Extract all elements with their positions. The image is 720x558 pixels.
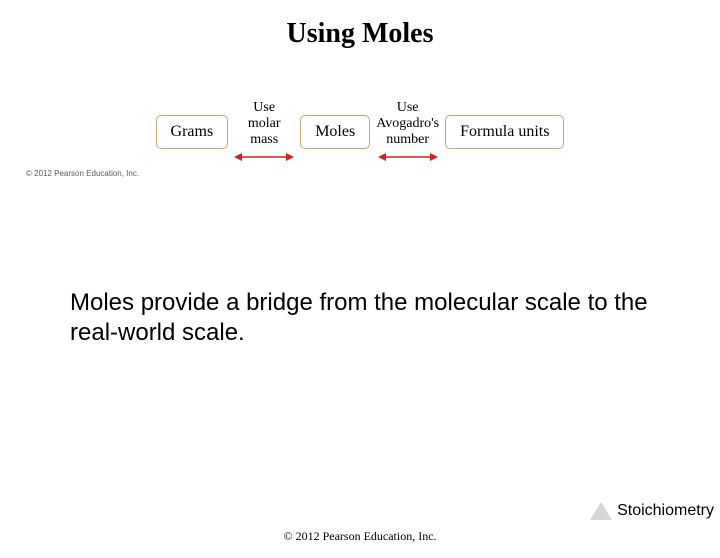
body-text: Moles provide a bridge from the molecula… [70, 288, 650, 348]
connector-label-line: Use [253, 100, 275, 115]
node-grams: Grams [156, 115, 229, 149]
footer-stoichiometry-text: Stoichiometry [617, 502, 714, 520]
connector-avogadro: Use Avogadro's number [376, 100, 439, 163]
connector-label-line: number [386, 132, 429, 147]
connector-label-line: Avogadro's [376, 116, 439, 131]
connector-label: Use Avogadro's number [376, 100, 439, 148]
connector-label: Use molar mass [248, 100, 281, 148]
conversion-diagram: Grams Use molar mass Moles Use Avogadro'… [0, 100, 720, 163]
connector-label-line: Use [397, 100, 419, 115]
double-arrow-icon [234, 151, 294, 163]
page-title: Using Moles [0, 18, 720, 50]
node-formula-units: Formula units [445, 115, 564, 149]
connector-label-line: mass [250, 132, 278, 147]
double-arrow-icon [378, 151, 438, 163]
triangle-icon [590, 502, 612, 520]
slide-copyright: © 2012 Pearson Education, Inc. [0, 529, 720, 544]
footer-stoichiometry: Stoichiometry [590, 502, 720, 520]
diagram-copyright: © 2012 Pearson Education, Inc. [26, 169, 720, 178]
node-moles: Moles [300, 115, 370, 149]
connector-label-line: molar [248, 116, 281, 131]
connector-molar-mass: Use molar mass [234, 100, 294, 163]
